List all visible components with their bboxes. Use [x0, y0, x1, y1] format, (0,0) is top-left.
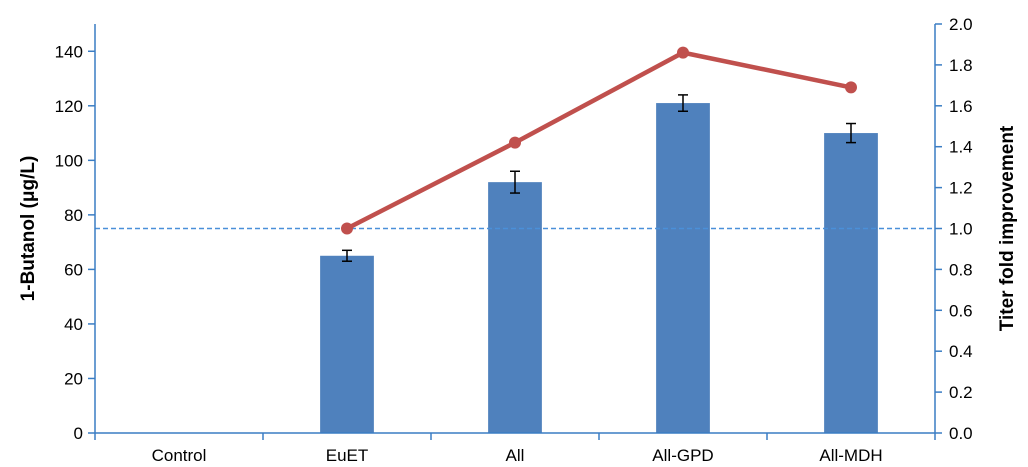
axes-group [88, 23, 942, 440]
y-tick-label: 60 [64, 260, 83, 279]
y2-tick-label: 0.2 [949, 383, 973, 402]
y2-tick-label: 1.8 [949, 56, 973, 75]
y-tick-label: 120 [55, 97, 83, 116]
y2-tick-label: 2.0 [949, 15, 973, 34]
y-tick-label: 40 [64, 315, 83, 334]
x-tick-label: Control [152, 446, 207, 465]
bar [656, 103, 710, 433]
y2-tick-label: 1.2 [949, 179, 973, 198]
bar [488, 182, 542, 433]
y2-tick-label: 1.4 [949, 138, 973, 157]
error-bars-group [342, 94, 856, 262]
y2-tick-label: 0.8 [949, 260, 973, 279]
fold-line [345, 50, 852, 231]
tick-labels-group: 0 20 40 60 80 100 120 140 0.0 0.2 0.4 0.6 0.8 1.0 1.2 1… [55, 15, 973, 465]
y-axis-label: 1-Butanol (μg/L) [18, 156, 39, 302]
y-tick-label: 140 [55, 42, 83, 61]
x-tick-label: EuET [326, 446, 369, 465]
x-tick-label: All [506, 446, 525, 465]
y2-tick-label: 0.4 [949, 342, 973, 361]
bar [824, 133, 878, 434]
y2-tick-label: 0.6 [949, 301, 973, 320]
fold-point [341, 222, 353, 235]
y-tick-label: 0 [74, 424, 83, 443]
bars-group [320, 103, 878, 434]
x-tick-label: All-GPD [652, 446, 713, 465]
x-tick-label: All-MDH [819, 446, 882, 465]
y2-tick-label: 0.0 [949, 424, 973, 443]
fold-line-group [341, 46, 857, 235]
y-tick-label: 100 [55, 151, 83, 170]
fold-point [845, 81, 857, 94]
y2-tick-label: 1.0 [949, 220, 973, 239]
y-tick-label: 80 [64, 206, 83, 225]
y2-axis-label: Titer fold improvement [997, 125, 1018, 331]
y2-tick-label: 1.6 [949, 97, 973, 116]
fold-point [677, 46, 689, 59]
bar [320, 255, 374, 433]
fold-point [509, 136, 521, 149]
y-tick-label: 20 [64, 369, 83, 388]
